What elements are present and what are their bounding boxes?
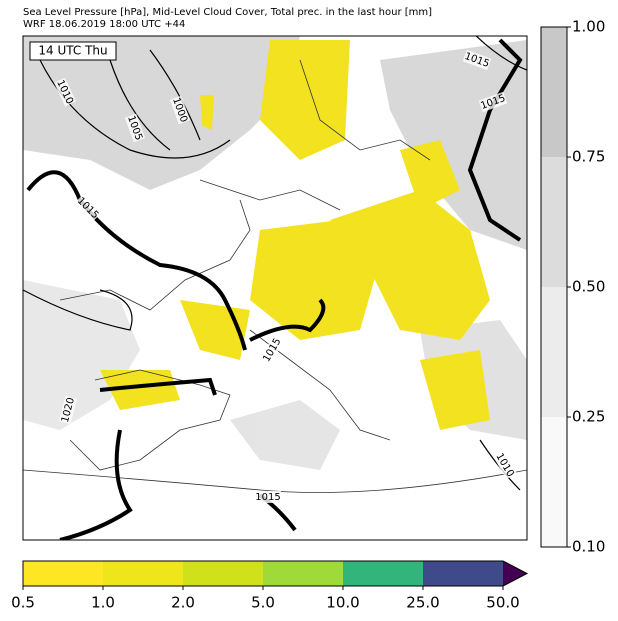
contour-label-bg xyxy=(255,491,281,503)
contour-label-bg xyxy=(462,49,492,71)
cloud-tick-label: 0.75 xyxy=(572,148,605,166)
precip-tick-label: 25.0 xyxy=(406,594,439,612)
cloud-tick-label: 1.00 xyxy=(572,18,605,36)
contour-label-bg xyxy=(74,194,102,222)
contour-label-bg xyxy=(54,77,76,107)
contour-label-bg xyxy=(169,95,191,125)
contour-label-bg xyxy=(124,113,146,143)
precip-tick-label: 5.0 xyxy=(251,594,275,612)
title: Sea Level Pressure [hPa], Mid-Level Clou… xyxy=(23,7,432,18)
precip-tick-label: 0.5 xyxy=(11,594,35,612)
cloud-colorbar: 1.00 0.75 0.50 0.25 0.10 xyxy=(540,18,605,556)
contour-label: 1015 xyxy=(255,492,280,503)
contour-label-bg xyxy=(478,91,508,113)
precip-tick-label: 1.0 xyxy=(91,594,115,612)
precip-tick-label: 2.0 xyxy=(171,594,195,612)
subtitle: WRF 18.06.2019 18:00 UTC +44 xyxy=(23,19,185,30)
precip-tick-label: 10.0 xyxy=(326,594,359,612)
precip-colorbar: 0.5 1.0 2.0 5.0 10.0 25.0 50.0 xyxy=(11,560,529,612)
precip-tick-label: 50.0 xyxy=(486,594,519,612)
time-label: 14 UTC Thu xyxy=(38,44,107,58)
contour-label-bg xyxy=(58,395,78,425)
cloud-tick-label: 0.50 xyxy=(572,278,605,296)
map: 14 UTC Thu 10101005100010151015101510151… xyxy=(22,35,528,541)
contour-label-bg xyxy=(493,450,517,480)
contour-label-bg xyxy=(260,335,284,365)
cloud-tick-label: 0.25 xyxy=(572,408,605,426)
cloud-tick-label: 0.10 xyxy=(572,538,605,556)
